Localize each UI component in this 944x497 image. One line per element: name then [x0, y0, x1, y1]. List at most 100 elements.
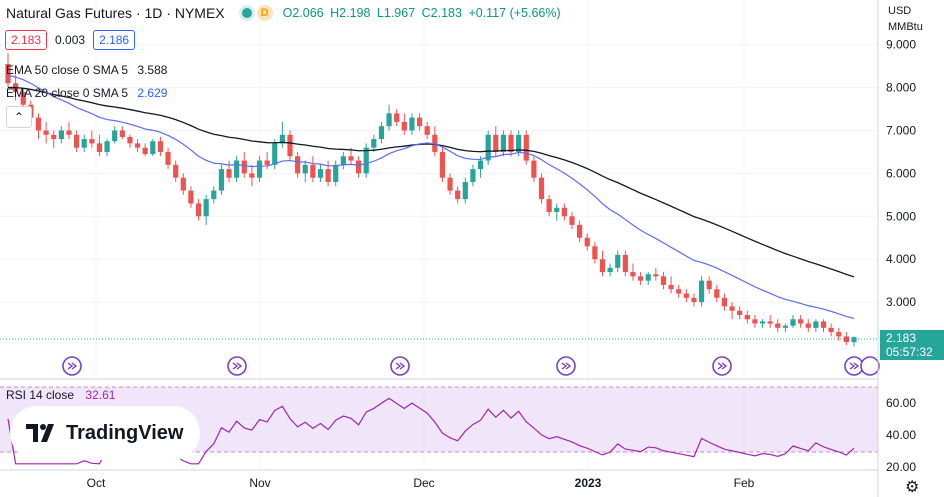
candle-body	[142, 147, 148, 155]
candle-body	[256, 160, 263, 178]
candle-body	[416, 117, 423, 127]
logo-text: TradingView	[66, 421, 184, 444]
candles	[5, 53, 857, 347]
change-value: +0.117 (+5.66%)	[468, 6, 561, 20]
candle-body	[798, 319, 804, 324]
event-arrow-icon	[849, 362, 860, 370]
rsi-axis[interactable]: 60.00 40.00 20.00	[886, 396, 916, 474]
ema20-legend[interactable]: EMA 20 close 0 SMA 5 2.629	[6, 86, 167, 100]
candle-body	[706, 280, 712, 290]
price-tick-label: 8.000	[886, 81, 916, 95]
candle-body	[264, 160, 270, 165]
candle-body	[493, 134, 499, 152]
ema20-value: 2.629	[137, 86, 168, 100]
tradingview-logo[interactable]: TradingView	[10, 406, 200, 460]
currency-unit-selector[interactable]: USD MMBtu	[888, 3, 923, 35]
candle-body	[714, 289, 720, 298]
candle-body	[546, 199, 552, 213]
candle-body	[622, 254, 628, 273]
candle-body	[287, 134, 293, 157]
candle-body	[577, 224, 583, 238]
rsi-legend[interactable]: RSI 14 close 32.61	[6, 388, 115, 402]
low-value: L1.967	[376, 6, 416, 20]
ema50-label: EMA 50 close 0 SMA 5	[6, 63, 129, 77]
grid	[0, 0, 878, 470]
candle-body	[500, 134, 507, 152]
candle-body	[584, 237, 590, 247]
candle-body	[317, 169, 324, 178]
spread-value: 0.003	[55, 33, 86, 47]
delayed-data-icon: D	[256, 5, 273, 21]
candle-body	[615, 254, 621, 268]
candle-body	[394, 113, 400, 122]
price-tick-label: 5.000	[886, 209, 916, 223]
buy-price-button[interactable]: 2.186	[93, 30, 136, 50]
open-value: O2.066	[282, 6, 324, 20]
price-tick-label: 9.000	[886, 38, 916, 52]
event-arrow-icon	[717, 362, 728, 370]
candle-body	[645, 274, 651, 281]
candle-body	[73, 134, 80, 148]
candle-body	[607, 267, 613, 273]
candle-body	[538, 177, 545, 200]
candle-body	[363, 147, 369, 174]
symbol-title[interactable]: Natural Gas Futures · 1D · NYMEX	[6, 5, 225, 21]
settings-gear-icon[interactable]: ⚙	[905, 479, 920, 496]
candle-body	[378, 126, 385, 140]
candle-body	[51, 134, 57, 140]
market-status[interactable]: D	[238, 5, 273, 21]
ema20-line	[7, 74, 855, 320]
candle-body	[828, 327, 834, 333]
candle-body	[241, 160, 247, 174]
market-open-dot-icon	[238, 5, 255, 21]
candle-body	[455, 190, 461, 200]
candle-body	[462, 181, 468, 200]
candle-body	[180, 177, 186, 191]
rsi-tick-label: 60.00	[886, 396, 916, 410]
last-price-label: 2.183 05:57:32	[880, 330, 944, 360]
candle-body	[5, 64, 11, 84]
candle-body	[424, 126, 430, 135]
candle-body	[531, 160, 537, 178]
candle-body	[439, 151, 446, 178]
events-row[interactable]	[62, 356, 880, 376]
candle-body	[81, 139, 87, 148]
tradingview-mark-icon	[26, 424, 54, 442]
candle-body	[401, 121, 407, 131]
candle-body	[279, 134, 285, 144]
time-axis[interactable]: Oct Nov Dec 2023 Feb	[87, 476, 755, 490]
candle-body	[691, 297, 697, 303]
candle-body	[836, 332, 842, 337]
candle-body	[249, 173, 255, 178]
rsi-tick-label: 20.00	[886, 460, 916, 474]
rsi-value: 32.61	[85, 388, 116, 402]
ema50-value: 3.588	[137, 63, 168, 77]
time-tick-label: 2023	[575, 476, 602, 490]
sell-price-button[interactable]: 2.183	[5, 30, 48, 50]
event-arrow-icon	[67, 362, 78, 370]
price-tick-label: 7.000	[886, 124, 916, 138]
candle-body	[333, 164, 339, 182]
candle-body	[554, 207, 560, 213]
candle-body	[104, 141, 110, 152]
candle-body	[660, 276, 667, 285]
countdown-value: 05:57:32	[886, 345, 933, 359]
candle-body	[295, 156, 301, 174]
high-value: H2.198	[330, 6, 371, 20]
candle-body	[302, 164, 308, 174]
candle-body	[20, 91, 26, 105]
candle-body	[561, 207, 567, 217]
candle-body	[569, 216, 575, 225]
rsi-tick-label: 40.00	[886, 428, 916, 442]
candle-body	[127, 136, 133, 144]
candle-body	[371, 139, 377, 148]
candle-body	[813, 321, 819, 328]
candle-body	[58, 130, 64, 140]
candle-body	[234, 160, 240, 178]
ema50-legend[interactable]: EMA 50 close 0 SMA 5 3.588	[6, 63, 167, 77]
ohlc-values: O2.066 H2.198 L1.967 C2.183 +0.117 (+5.6…	[283, 6, 564, 20]
candle-body	[485, 134, 491, 161]
candle-body	[188, 190, 194, 204]
price-axis[interactable]: 9.000 8.000 7.000 6.000 5.000 4.000 3.000	[886, 38, 916, 309]
collapse-legend-button[interactable]: ⌃	[6, 106, 32, 128]
